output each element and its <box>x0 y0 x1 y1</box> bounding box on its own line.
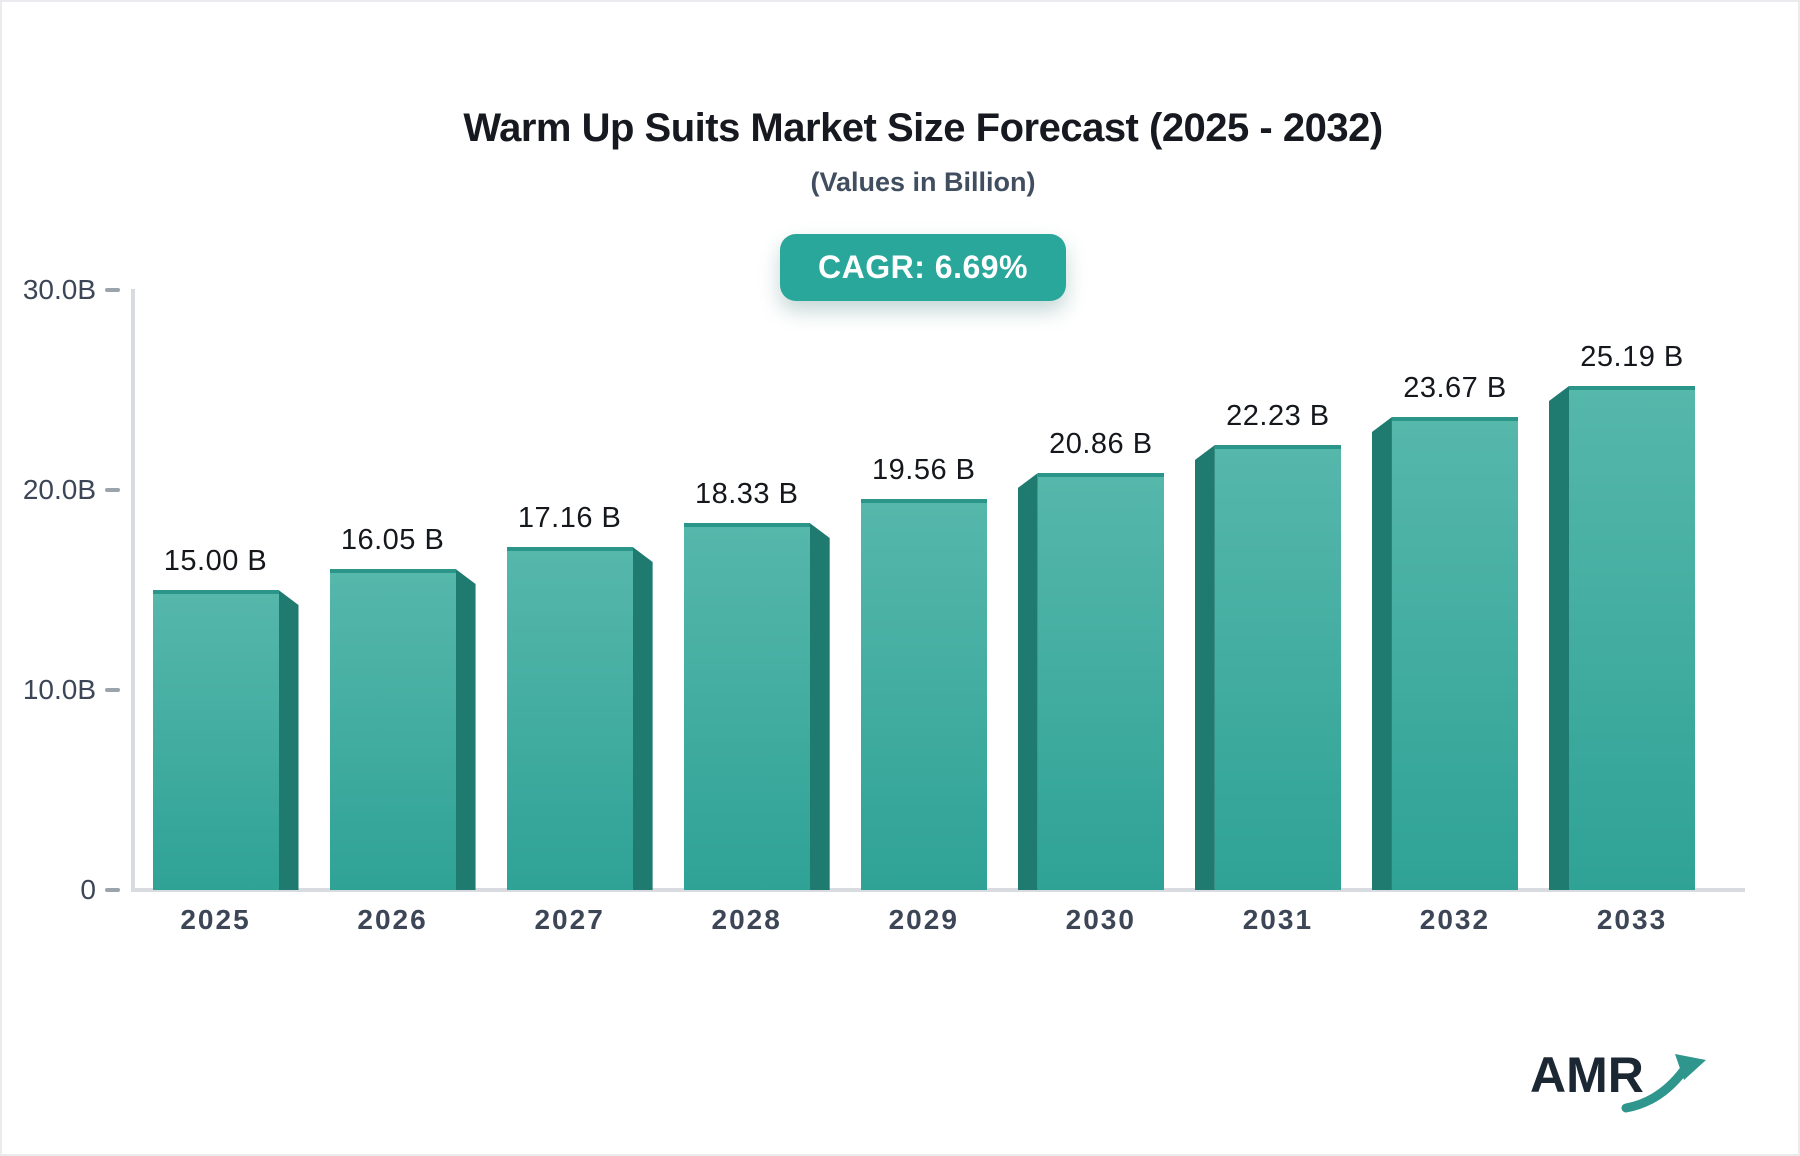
amr-logo-text: AMR <box>1530 1047 1644 1103</box>
y-tick-mark <box>105 488 120 492</box>
y-tick-label: 30.0B <box>22 274 96 305</box>
x-axis-label: 2033 <box>1596 904 1668 935</box>
y-tick-mark <box>105 888 120 892</box>
chart-heading: Warm Up Suits Market Size Forecast (2025… <box>48 2 1798 301</box>
bar-front-face <box>860 499 987 890</box>
y-tick-label: 10.0B <box>22 674 96 705</box>
x-axis-label: 2029 <box>888 904 959 935</box>
x-axis-label: 2030 <box>1065 904 1136 935</box>
bar-side-face <box>278 590 299 890</box>
bar-value-label: 16.05 B <box>340 524 445 556</box>
bar-side-face <box>1549 386 1569 890</box>
bar-side-face <box>632 547 653 890</box>
bar-front-face <box>1391 417 1518 890</box>
y-axis-line <box>131 289 135 892</box>
bar-front-face <box>683 523 810 890</box>
bar-side-face <box>809 523 830 890</box>
x-axis-label: 2032 <box>1419 904 1491 935</box>
bar-value-label: 20.86 B <box>1049 428 1153 460</box>
bar-value-label: 22.23 B <box>1226 400 1330 432</box>
bar-value-label: 19.56 B <box>872 454 976 486</box>
x-axis-label: 2026 <box>357 904 428 935</box>
bar-value-label: 17.16 B <box>517 502 622 534</box>
x-axis-label: 2031 <box>1242 904 1314 935</box>
bar-value-label: 18.33 B <box>694 478 799 510</box>
x-axis-line <box>131 888 1745 892</box>
x-axis-label: 2025 <box>180 904 251 935</box>
bar-front-face <box>1037 473 1164 890</box>
bar-side-face <box>455 569 476 890</box>
x-axis-label: 2028 <box>711 904 782 935</box>
bar-front-face <box>329 569 456 890</box>
bar-value-label: 15.00 B <box>163 545 268 577</box>
y-tick-label: 20.0B <box>22 474 96 505</box>
bar-front-face <box>152 590 279 890</box>
y-tick-mark <box>105 688 120 692</box>
x-axis-label: 2027 <box>534 904 605 935</box>
y-tick-label: 0 <box>80 874 96 905</box>
bar-value-label: 23.67 B <box>1403 372 1507 404</box>
bar-front-face <box>1214 445 1341 890</box>
bar-side-face <box>1371 417 1392 890</box>
y-tick-mark <box>105 288 120 292</box>
bar-front-face <box>506 547 633 890</box>
bar-side-face <box>1194 445 1215 890</box>
chart-title: Warm Up Suits Market Size Forecast (2025… <box>463 106 1383 150</box>
bar-front-face <box>1569 386 1695 890</box>
bar-value-label: 25.19 B <box>1580 341 1684 373</box>
bar-side-face <box>1017 473 1038 890</box>
growth-arrow-icon <box>1621 1054 1706 1113</box>
cagr-badge: CAGR: 6.69% <box>780 234 1066 301</box>
amr-logo: AMR <box>1530 1040 1730 1120</box>
chart-subtitle: (Values in Billion) <box>810 167 1036 197</box>
